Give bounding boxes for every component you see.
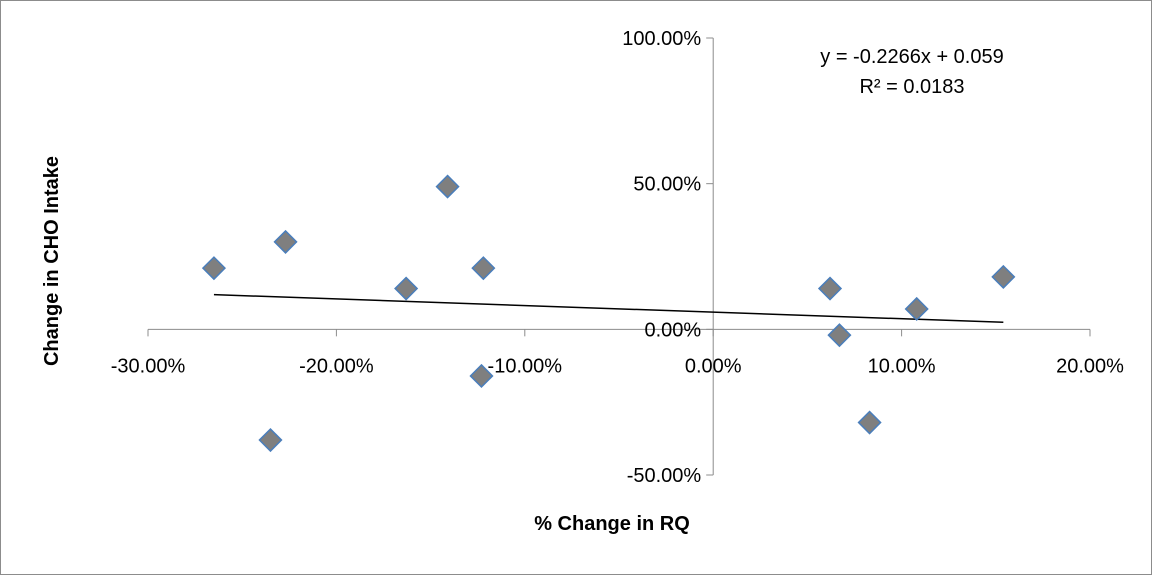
y-tick-label: 50.00% bbox=[633, 174, 701, 196]
trendline-r-squared: R² = 0.0183 bbox=[859, 76, 964, 98]
data-point bbox=[435, 174, 460, 199]
x-tick-label: -10.00% bbox=[488, 355, 563, 377]
data-point bbox=[827, 323, 852, 348]
x-tick-label: 10.00% bbox=[868, 355, 936, 377]
data-point bbox=[469, 363, 494, 389]
x-axis-title: % Change in RQ bbox=[534, 513, 690, 535]
trendline bbox=[213, 293, 1004, 324]
data-point bbox=[817, 276, 843, 301]
x-tick-label: -30.00% bbox=[111, 355, 186, 377]
data-point bbox=[201, 256, 227, 281]
data-point bbox=[991, 264, 1016, 289]
y-tick-label: -50.00% bbox=[627, 465, 702, 487]
data-point bbox=[273, 229, 298, 254]
data-point bbox=[258, 427, 283, 453]
trendline-layer bbox=[213, 293, 1004, 324]
y-tick-label: 100.00% bbox=[622, 28, 701, 50]
x-tick-label: 0.00% bbox=[685, 355, 742, 377]
data-point bbox=[394, 276, 419, 301]
x-tick-label: -20.00% bbox=[299, 355, 374, 377]
y-axis-title: Change in CHO Intake bbox=[41, 156, 63, 366]
points-layer bbox=[201, 174, 1016, 453]
data-point bbox=[904, 296, 929, 322]
trendline-equation: y = -0.2266x + 0.059 bbox=[820, 46, 1003, 68]
labels-layer: -30.00% -20.00% -10.00% 0.00% 10.00% 20.00% -5… bbox=[111, 28, 1124, 487]
x-tick-label: 20.00% bbox=[1056, 355, 1124, 377]
data-point bbox=[857, 410, 882, 435]
axes-layer bbox=[147, 37, 1091, 476]
y-tick-label: 0.00% bbox=[644, 319, 701, 341]
data-point bbox=[471, 256, 496, 281]
